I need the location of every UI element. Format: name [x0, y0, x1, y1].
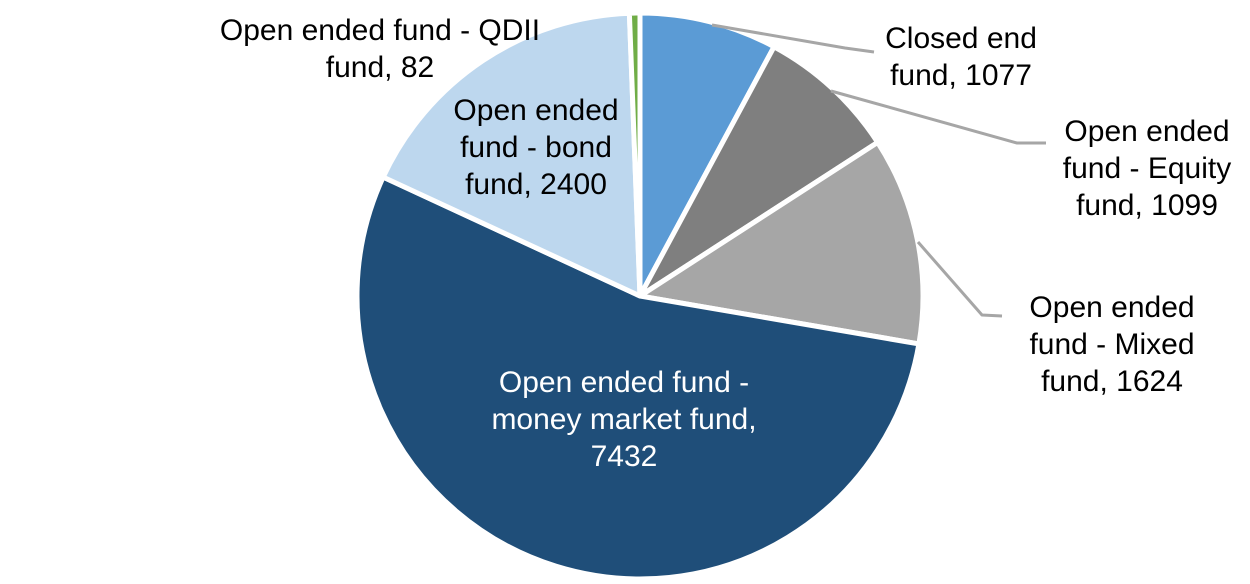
pie-slice-open-ended-fund-equity-fund [637, 44, 881, 299]
pie-slice-open-ended-fund-qdii-fund [626, 10, 643, 299]
pie-slice-open-ended-fund-money-market-fund [354, 174, 922, 582]
leader-line-equity-fund [830, 89, 1046, 145]
label-line: Open ended fund - [498, 366, 750, 399]
label-line: fund - Equity [1062, 152, 1232, 185]
leader-lines-group [711, 23, 1046, 318]
label-line: Open ended [1029, 291, 1195, 324]
label-line: fund, 1624 [1041, 365, 1183, 398]
leader-line-closed-end-fund [711, 23, 875, 54]
pie-slice-closed-end-fund [637, 10, 777, 299]
label-line: fund - bond [460, 131, 612, 164]
label-line: Open ended [1064, 115, 1230, 148]
label-line: fund - Mixed [1029, 328, 1195, 361]
label-line: money market fund, [491, 403, 757, 436]
data-label-closed-end-fund: Closed end fund, 1077 [811, 20, 1111, 94]
data-label-equity-fund: Open ended fund - Equity fund, 1099 [997, 113, 1250, 224]
pie-slice-open-ended-fund-bond-fund [380, 10, 643, 299]
data-label-bond-fund: Open ended fund - bond fund, 2400 [386, 92, 686, 203]
data-label-mixed-fund: Open ended fund - Mixed fund, 1624 [962, 289, 1250, 400]
data-label-money-market-fund: Open ended fund - money market fund, 743… [424, 364, 824, 475]
pie-slice-open-ended-fund-mixed-fund [637, 139, 926, 347]
leader-line-mixed-fund [916, 241, 1003, 318]
pie-slices-group [354, 10, 926, 582]
label-line: fund, 1099 [1076, 189, 1218, 222]
label-line: fund, 2400 [465, 168, 607, 201]
data-label-qdii-fund: Open ended fund - QDII fund, 82 [190, 12, 570, 86]
label-line: Closed end [885, 22, 1037, 55]
label-line: fund, 82 [325, 51, 435, 84]
label-line: 7432 [590, 440, 658, 473]
label-line: Open ended fund - QDII [219, 14, 541, 47]
label-line: Open ended [453, 94, 619, 127]
label-line: fund, 1077 [890, 59, 1032, 92]
